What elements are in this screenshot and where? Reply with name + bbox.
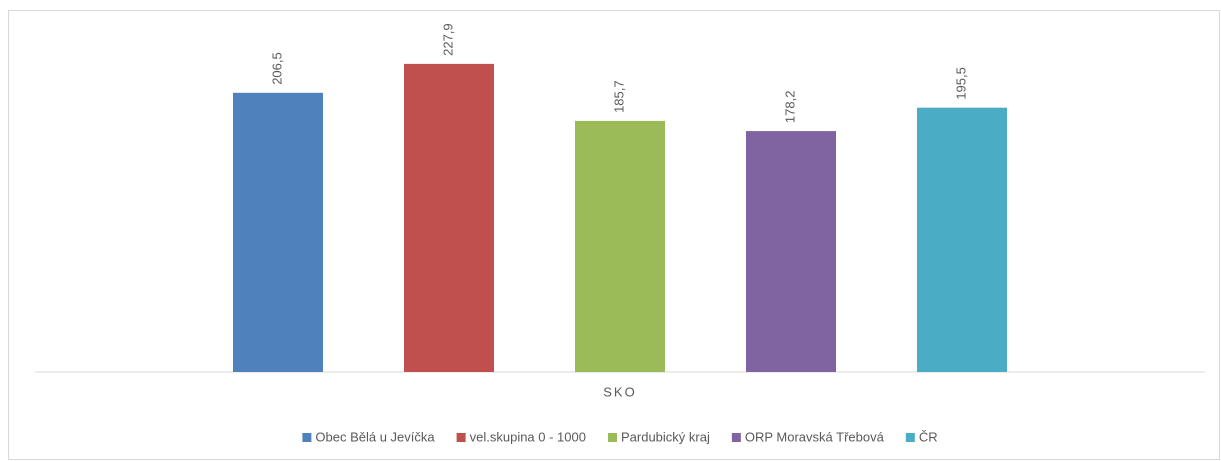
- legend-swatch: [731, 433, 741, 442]
- data-label: 178,2: [782, 91, 797, 124]
- data-label: 195,5: [953, 67, 968, 100]
- bar: [746, 131, 836, 372]
- legend-label: ORP Moravská Třebová: [745, 429, 885, 444]
- bar: [233, 92, 323, 372]
- legend-label: vel.skupina 0 - 1000: [470, 429, 586, 444]
- legend-label: Pardubický kraj: [621, 429, 710, 444]
- bar: [917, 107, 1007, 373]
- bar: [575, 120, 665, 373]
- bar: [404, 63, 494, 372]
- data-label: 206,5: [269, 52, 284, 85]
- data-label: 185,7: [611, 80, 626, 113]
- legend-swatch: [456, 433, 466, 442]
- x-tick-label: SKO: [603, 384, 636, 399]
- legend-label: ČR: [919, 429, 938, 444]
- legend-swatch: [905, 433, 915, 442]
- data-label: 227,9: [440, 23, 455, 56]
- legend-swatch: [302, 433, 312, 442]
- legend-label: Obec Bělá u Jevíčka: [315, 429, 435, 444]
- legend-swatch: [607, 433, 617, 442]
